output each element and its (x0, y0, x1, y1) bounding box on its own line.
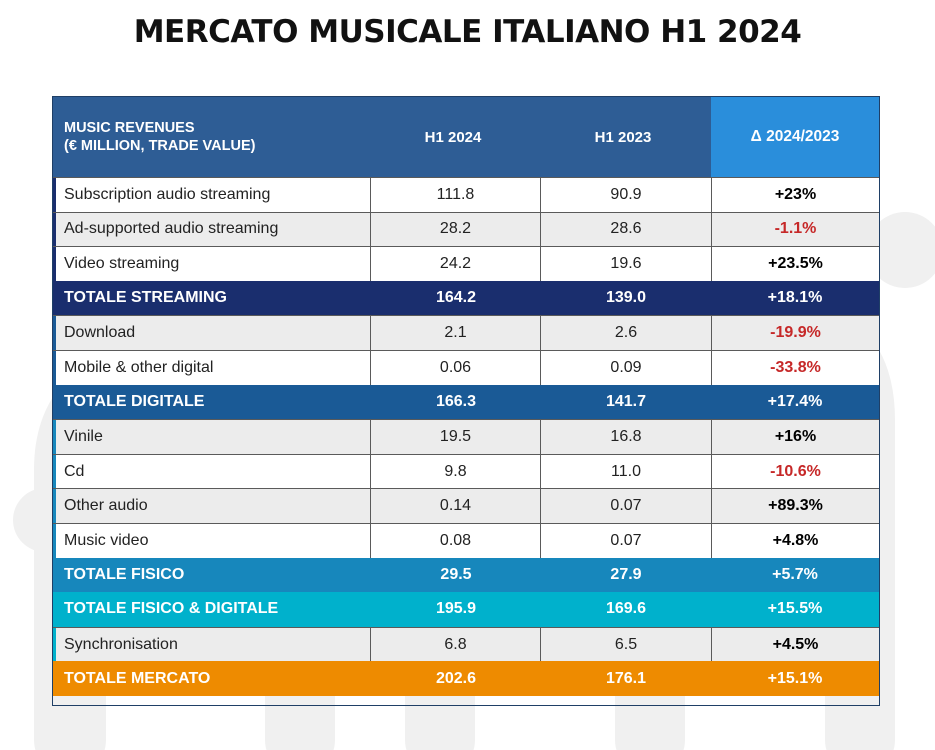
table-row: Video streaming 24.2 19.6 +23.5% (53, 246, 879, 281)
row-label: TOTALE FISICO & DIGITALE (64, 600, 279, 618)
row-accent-bar (53, 316, 56, 350)
total-row: TOTALE STREAMING 164.2 139.0 +18.1% (53, 280, 879, 316)
row-label: Music video (53, 524, 371, 558)
value-h1-2023: 2.6 (614, 324, 638, 342)
table-row: Download 2.1 2.6 -19.9% (53, 315, 879, 350)
value-delta: +89.3% (711, 489, 879, 523)
value-delta: +15.5% (767, 600, 823, 618)
value-delta: +5.7% (772, 565, 818, 583)
row-label: Download (53, 316, 371, 350)
row-label: TOTALE FISICO (64, 565, 185, 583)
value-h1-2024: 0.14 (371, 489, 541, 523)
value-delta: +17.4% (767, 392, 823, 410)
value-h1-2023: 11.0 (611, 462, 641, 480)
revenue-table: MUSIC REVENUES (€ MILLION, TRADE VALUE) … (52, 96, 880, 706)
value-h1-2024: 19.5 (371, 420, 541, 454)
header-label-line1: MUSIC REVENUES (64, 120, 195, 136)
row-accent-bar (53, 420, 56, 454)
value-h1-2024: 2.1 (371, 316, 541, 350)
value-h1-2024: 6.8 (371, 627, 541, 662)
value-h1-2024: 24.2 (371, 247, 541, 281)
value-delta: +23% (711, 178, 879, 212)
value-delta: +15.1% (767, 669, 823, 687)
header-label-line2: (€ MILLION, TRADE VALUE) (64, 138, 256, 154)
value-delta: +4.5% (711, 627, 879, 662)
value-h1-2023: 139.0 (605, 289, 647, 307)
value-h1-2023: 0.07 (610, 497, 642, 515)
value-delta: +16% (711, 420, 879, 454)
table-row: Music video 0.08 0.07 +4.8% (53, 523, 879, 558)
value-h1-2023: 0.07 (610, 531, 642, 549)
value-h1-2023: 90.9 (610, 185, 642, 203)
value-delta: +4.8% (711, 524, 879, 558)
value-h1-2024: 0.08 (371, 524, 541, 558)
table-row: Other audio 0.14 0.07 +89.3% (53, 488, 879, 523)
header-col-h1-2024: H1 2024 (424, 128, 482, 146)
value-h1-2024: 28.2 (371, 212, 541, 247)
page-title: MERCATO MUSICALE ITALIANO H1 2024 (133, 14, 802, 50)
value-h1-2023: 176.1 (605, 669, 647, 687)
value-h1-2024: 166.3 (435, 392, 477, 410)
total-row: TOTALE FISICO & DIGITALE 195.9 169.6 +15.5% (53, 592, 879, 627)
row-accent-bar (53, 212, 56, 247)
total-row: TOTALE FISICO 29.5 27.9 +5.7% (53, 557, 879, 593)
row-accent-bar (53, 454, 56, 489)
row-label: TOTALE MERCATO (64, 669, 211, 687)
value-h1-2023: 19.6 (610, 254, 642, 272)
value-h1-2023: 141.7 (605, 392, 647, 410)
header-col-h1-2023: H1 2023 (594, 128, 652, 146)
table-row: Mobile & other digital 0.06 0.09 -33.8% (53, 350, 879, 385)
value-delta: -19.9% (711, 316, 879, 350)
value-delta: +18.1% (767, 289, 823, 307)
row-accent-bar (53, 247, 56, 281)
value-h1-2023: 169.6 (605, 600, 647, 618)
row-label: Mobile & other digital (53, 351, 371, 385)
value-h1-2023: 27.9 (610, 565, 642, 583)
row-accent-bar (53, 524, 56, 558)
value-h1-2024: 164.2 (435, 289, 477, 307)
row-label: Other audio (53, 489, 371, 523)
row-accent-bar (53, 489, 56, 523)
row-accent-bar (53, 351, 56, 385)
value-h1-2024: 9.8 (371, 454, 541, 489)
row-label: Vinile (53, 420, 371, 454)
total-row: TOTALE MERCATO 202.6 176.1 +15.1% (53, 661, 879, 696)
table-row: Subscription audio streaming 111.8 90.9 +23… (53, 177, 879, 212)
value-delta: +23.5% (711, 247, 879, 281)
value-h1-2023: 28.6 (610, 220, 642, 238)
value-h1-2023: 16.8 (610, 427, 642, 445)
row-accent-bar (53, 178, 56, 212)
value-h1-2024: 29.5 (440, 565, 472, 583)
row-label: Synchronisation (53, 627, 371, 662)
row-label: Video streaming (53, 247, 371, 281)
value-h1-2024: 111.8 (371, 178, 541, 212)
value-h1-2023: 0.09 (610, 358, 642, 376)
row-label: Subscription audio streaming (53, 178, 371, 212)
table-row: Cd 9.8 11.0 -10.6% (53, 453, 879, 489)
header-label: MUSIC REVENUES (€ MILLION, TRADE VALUE) (53, 97, 371, 177)
row-label: Ad-supported audio streaming (53, 212, 371, 247)
value-delta: -1.1% (711, 212, 879, 247)
value-delta: -10.6% (711, 454, 879, 489)
table-row: Ad-supported audio streaming 28.2 28.6 -1.1… (53, 211, 879, 247)
table-header: MUSIC REVENUES (€ MILLION, TRADE VALUE) … (53, 97, 879, 177)
row-label: TOTALE DIGITALE (64, 392, 205, 410)
value-h1-2024: 195.9 (435, 600, 477, 618)
value-h1-2024: 0.06 (371, 351, 541, 385)
value-delta: -33.8% (711, 351, 879, 385)
total-row: TOTALE DIGITALE 166.3 141.7 +17.4% (53, 384, 879, 420)
row-label: Cd (53, 454, 371, 489)
value-h1-2024: 202.6 (435, 669, 477, 687)
table-row: Vinile 19.5 16.8 +16% (53, 419, 879, 454)
header-col-delta: Δ 2024/2023 (711, 97, 879, 177)
row-label: TOTALE STREAMING (64, 289, 227, 307)
table-row: Synchronisation 6.8 6.5 +4.5% (53, 626, 879, 662)
row-accent-bar (53, 627, 56, 662)
value-h1-2023: 6.5 (614, 635, 638, 653)
